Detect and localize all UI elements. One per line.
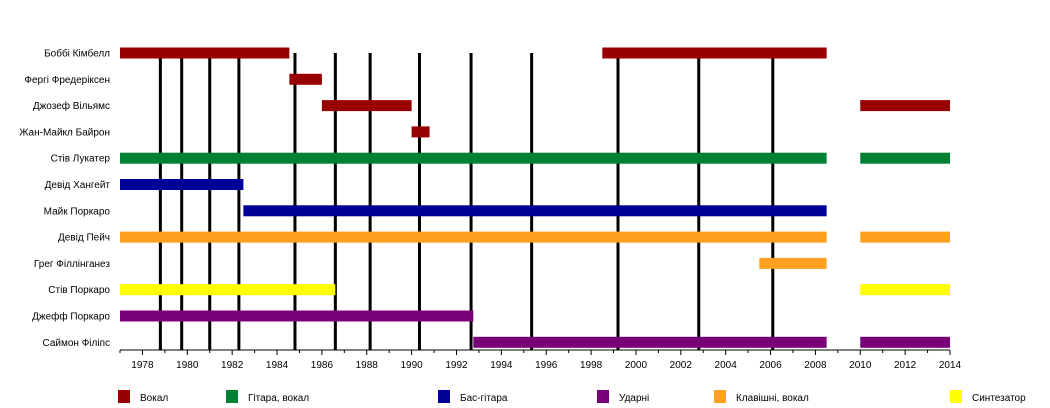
member-label: Жан-Майкл Байрон <box>19 127 110 138</box>
member-bar <box>602 47 827 59</box>
member-bar <box>120 231 827 243</box>
legend-swatch <box>118 390 130 403</box>
tick-label: 1984 <box>266 360 289 371</box>
legend-label: Клавішні, вокал <box>736 393 809 404</box>
member-bar <box>289 73 322 85</box>
member-bar <box>860 152 950 164</box>
member-bar <box>120 179 244 190</box>
legend-label: Ударні <box>619 393 649 404</box>
member-label: Боббі Кімбелл <box>44 48 110 60</box>
tick-label: 1982 <box>221 360 244 371</box>
member-label: Джефф Поркаро <box>32 311 110 323</box>
member-bar <box>473 336 827 348</box>
member-label: Джозеф Вільямс <box>33 100 110 112</box>
member-bars <box>120 47 950 348</box>
member-bar <box>860 100 950 112</box>
legend-label: Гітара, вокал <box>248 393 309 404</box>
member-labels: Боббі Кімбелл Фергі Фредеріксен Джозеф Віл… <box>19 48 110 349</box>
legend-swatch <box>714 390 726 403</box>
tick-label: 1990 <box>400 360 423 371</box>
member-bar <box>243 205 827 217</box>
tick-label: 2010 <box>849 360 872 371</box>
legend-swatch <box>597 390 609 403</box>
member-label: Стів Лукатер <box>51 154 111 165</box>
legend-swatch <box>226 390 238 403</box>
legend-label: Вокал <box>140 393 168 404</box>
member-label: Девід Пейч <box>58 233 110 244</box>
tick-label: 1994 <box>490 360 513 371</box>
tick-label: 1978 <box>131 360 154 371</box>
member-bar <box>120 284 336 296</box>
legend-label: Синтезатор <box>972 393 1026 404</box>
member-label: Саймон Філіпс <box>42 338 110 349</box>
album-lines <box>158 53 775 350</box>
member-label: Грег Філлінганез <box>34 259 110 270</box>
tick-label: 2008 <box>804 360 827 371</box>
tick-label: 1980 <box>176 360 199 371</box>
member-label: Стів Поркаро <box>48 285 110 296</box>
x-axis: 1978 1980 1982 1984 1986 1988 1990 1992 1994 1996… <box>119 349 962 371</box>
tick-label: 1988 <box>356 360 379 371</box>
tick-label: 1992 <box>445 360 468 371</box>
tick-label: 1986 <box>311 360 334 371</box>
legend: Вокал Гітара, вокал Бас-гітара Ударні Клавіш… <box>118 390 1026 404</box>
tick-label: 2000 <box>625 360 648 371</box>
member-label: Фергі Фредеріксен <box>24 75 110 86</box>
member-bar <box>120 152 827 164</box>
member-bar <box>321 100 412 112</box>
legend-swatch <box>950 390 962 403</box>
member-label: Майк Поркаро <box>44 206 111 217</box>
member-bar <box>860 284 950 296</box>
tick-label: 1998 <box>580 360 603 371</box>
member-bar <box>759 257 827 269</box>
tick-label: 1996 <box>535 360 558 371</box>
legend-swatch <box>438 390 450 403</box>
tick-label: 2014 <box>939 360 962 371</box>
member-bar <box>120 47 290 59</box>
tick-label: 2002 <box>670 360 693 371</box>
member-bar <box>860 336 950 348</box>
tick-label: 2004 <box>715 360 738 371</box>
member-label: Девід Хангейт <box>45 180 111 191</box>
legend-label: Бас-гітара <box>460 393 508 404</box>
member-bar <box>860 231 950 243</box>
tick-label: 2012 <box>894 360 917 371</box>
member-bar <box>120 310 474 322</box>
tick-label: 2006 <box>759 360 782 371</box>
member-bar <box>411 126 430 138</box>
